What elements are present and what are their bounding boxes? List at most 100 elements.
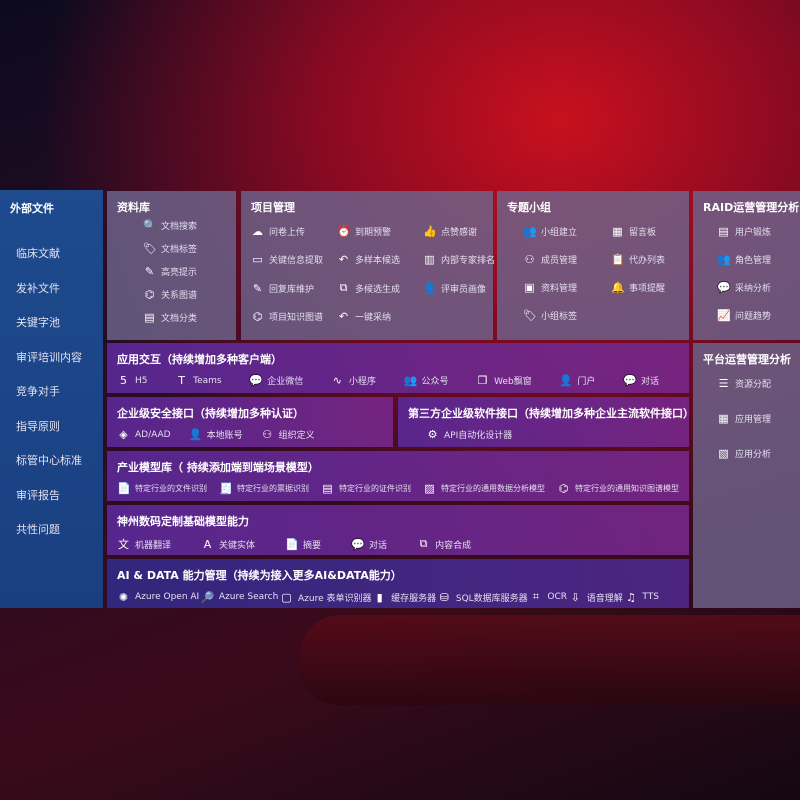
tag-icon: 🏷 — [523, 309, 537, 322]
base-item[interactable]: ⧉ 内容合成 — [417, 536, 471, 552]
platform-item[interactable]: ☰ 资源分配 — [717, 377, 790, 390]
panel-title: RAID运营管理分析 — [703, 201, 800, 214]
project-item[interactable]: ↶ 多样本候选 — [337, 253, 423, 266]
thirdparty-item[interactable]: ⚙ API自动化设计器 — [426, 428, 513, 441]
item-label: API自动化设计器 — [444, 431, 513, 441]
external-file-item[interactable]: 指导原则 — [16, 419, 60, 433]
industry-item[interactable]: 📄 特定行业的文件识别 — [117, 482, 207, 495]
item-label: 应用管理 — [735, 415, 772, 425]
group-item[interactable]: 🏷 小组标签 — [523, 309, 611, 322]
project-item[interactable]: ⏰ 到期预警 — [337, 225, 423, 238]
base-item[interactable]: 💬 对话 — [351, 536, 387, 552]
ocr-icon: ⌗ — [532, 590, 539, 603]
item-label: 角色管理 — [735, 256, 772, 266]
industry-item[interactable]: ▨ 特定行业的通用数据分析模型 — [423, 482, 545, 495]
platform-item[interactable]: ▦ 应用管理 — [717, 412, 790, 425]
industry-item[interactable]: ⌬ 特定行业的通用知识图谱模型 — [557, 482, 679, 495]
project-item[interactable]: ▭ 关键信息提取 — [251, 253, 337, 266]
external-file-item[interactable]: 关键字池 — [16, 316, 60, 330]
library-panel: 资料库 🔍 文档搜索 🏷 文档标签 ✎ 高亮提示 ⌬ 关系图谱 ▤ 文档分类 — [107, 191, 236, 340]
raid-item[interactable]: 👥 角色管理 — [717, 253, 790, 266]
item-label: 文档标签 — [161, 245, 198, 255]
group-item[interactable]: ▣ 资料管理 — [523, 281, 611, 294]
database-icon: ⛁ — [439, 590, 449, 604]
security-item[interactable]: 👤 本地账号 — [189, 428, 243, 441]
platform-item[interactable]: ▧ 应用分析 — [717, 447, 790, 460]
item-label: 组织定义 — [278, 431, 315, 441]
external-file-item[interactable]: 标管中心标准 — [16, 454, 82, 468]
external-file-item[interactable]: 竞争对手 — [16, 385, 60, 399]
aidata-item[interactable]: ⇩ 语音理解 — [569, 590, 623, 604]
interaction-item[interactable]: T Teams — [175, 374, 221, 387]
item-label: Web飘窗 — [494, 377, 532, 387]
portal-icon: 👤 — [559, 374, 574, 387]
group-item[interactable]: ⚇ 成员管理 — [523, 253, 611, 266]
doc-icon: 📄 — [285, 537, 299, 551]
apps-icon: ▦ — [718, 412, 729, 425]
folder-icon: ▣ — [524, 281, 535, 294]
group-item[interactable]: 🔔 事项提醒 — [611, 281, 691, 294]
raid-item[interactable]: 📈 问题趋势 — [717, 309, 790, 322]
item-label: 缓存服务器 — [391, 593, 437, 604]
platform-panel: 平台运营管理分析 ☰ 资源分配 ▦ 应用管理 ▧ 应用分析 — [693, 343, 800, 608]
library-item[interactable]: 🔍 文档搜索 — [143, 219, 226, 232]
external-file-item[interactable]: 审评培训内容 — [16, 350, 82, 364]
interaction-item[interactable]: ∿ 小程序 — [331, 374, 376, 387]
puzzle-icon: ⧉ — [339, 281, 348, 294]
chat-icon: 💬 — [351, 537, 365, 551]
library-item[interactable]: 🏷 文档标签 — [143, 242, 226, 255]
project-item[interactable]: ☁ 问卷上传 — [251, 225, 337, 238]
chart-icon: ▧ — [718, 447, 729, 460]
external-file-item[interactable]: 临床文献 — [16, 247, 60, 261]
aidata-item[interactable]: ▢ Azure 表单识别器 — [280, 590, 372, 604]
diamond-icon: ◈ — [119, 428, 128, 441]
industry-item[interactable]: 🧾 特定行业的票据识别 — [219, 482, 309, 495]
security-item[interactable]: ◈ AD/AAD — [117, 428, 171, 441]
interaction-item[interactable]: 👥 公众号 — [403, 374, 448, 387]
project-item[interactable]: ⧉ 多候选生成 — [337, 281, 423, 295]
search-icon: 🔎 — [200, 590, 215, 604]
item-label: Azure 表单识别器 — [297, 593, 372, 604]
project-item[interactable]: 👤 评审员画像 — [423, 281, 503, 295]
project-item[interactable]: ▥ 内部专家排名 — [423, 253, 503, 266]
interaction-item[interactable]: 👤 门户 — [559, 374, 595, 387]
project-item[interactable]: ⌬ 项目知识图谱 — [251, 310, 337, 323]
external-file-item[interactable]: 发补文件 — [16, 281, 60, 295]
library-item[interactable]: ✎ 高亮提示 — [143, 265, 226, 278]
org-icon: ⚇ — [262, 428, 273, 441]
graph-icon: ⌬ — [558, 482, 569, 495]
interaction-item[interactable]: ❐ Web飘窗 — [476, 374, 532, 387]
project-item[interactable]: 👍 点赞感谢 — [423, 225, 503, 238]
base-item[interactable]: 📄 摘要 — [285, 536, 321, 552]
aidata-item[interactable]: ⛁ SQL数据库服务器 — [438, 590, 528, 604]
item-label: 多样本候选 — [355, 256, 401, 266]
external-file-item[interactable]: 审评报告 — [16, 488, 60, 502]
project-item[interactable]: ✎ 回复库维护 — [251, 281, 337, 295]
group-item[interactable]: 📋 代办列表 — [611, 253, 691, 266]
aidata-item[interactable]: ♫ TTS — [624, 590, 659, 604]
aidata-item[interactable]: ▮ 缓存服务器 — [373, 590, 437, 604]
checklist-icon: ☰ — [718, 377, 729, 390]
group-item[interactable]: 👥 小组建立 — [523, 225, 611, 238]
interaction-item[interactable]: 💬 企业微信 — [249, 374, 303, 387]
base-item[interactable]: 文机器翻译 — [117, 536, 171, 552]
aidata-item[interactable]: 🔎 Azure Search — [201, 590, 278, 604]
project-item[interactable]: ↶ 一键采纳 — [337, 310, 423, 323]
group-item[interactable]: ▦ 留言板 — [611, 225, 691, 238]
external-file-item[interactable]: 共性问题 — [16, 523, 60, 537]
raid-item[interactable]: ▤ 用户锻炼 — [717, 225, 790, 238]
interaction-item[interactable]: 💬 对话 — [623, 374, 659, 387]
item-label: OCR — [547, 592, 567, 602]
aidata-item[interactable]: ✺ Azure Open AI — [117, 590, 199, 604]
library-item[interactable]: ⌬ 关系图谱 — [143, 288, 226, 301]
interaction-item[interactable]: 5 H5 — [117, 374, 148, 387]
industry-item[interactable]: ▤ 特定行业的证件识别 — [321, 482, 411, 495]
raid-item[interactable]: 💬 采纳分析 — [717, 281, 790, 294]
aidata-item[interactable]: ⌗ OCR — [529, 590, 567, 604]
security-item[interactable]: ⚇ 组织定义 — [261, 428, 315, 441]
base-item[interactable]: A 关键实体 — [201, 536, 255, 552]
library-item[interactable]: ▤ 文档分类 — [143, 311, 226, 324]
item-label: AD/AAD — [135, 429, 171, 440]
translate-icon: 文 — [118, 538, 129, 551]
external-files-panel: 外部文件 临床文献 发补文件 关键字池 审评培训内容 竞争对手 指导原则 标管中心标准 审评报… — [0, 190, 103, 608]
